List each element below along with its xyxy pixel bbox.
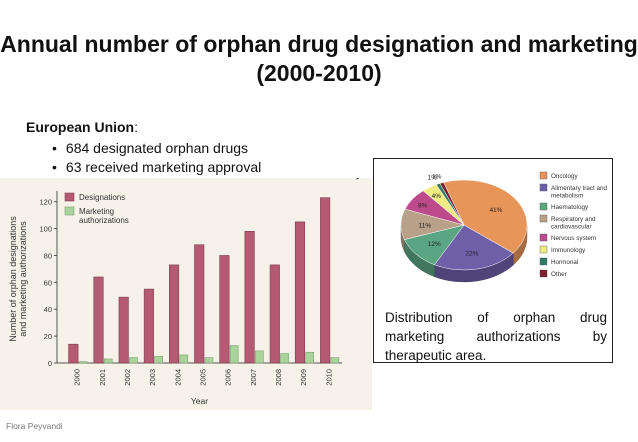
designation-bar-2010 xyxy=(320,197,331,364)
x-tick-label-2003: 2003 xyxy=(148,369,157,386)
authorization-bar-2008 xyxy=(280,353,289,364)
legend-label-authorizations: Marketing authorizations xyxy=(79,207,129,225)
x-tick-label-2006: 2006 xyxy=(224,369,233,386)
authorization-bar-2006 xyxy=(229,345,239,364)
pie-caption: Distribution of orphan drug marketing au… xyxy=(385,310,607,363)
pie-legend-swatch-3 xyxy=(539,202,548,211)
designation-bar-2009 xyxy=(294,221,306,364)
y-tick-label: 100 xyxy=(39,225,52,234)
pie-legend-label-2: Alimentary tract and metabolism xyxy=(551,185,607,200)
x-tick-label-2004: 2004 xyxy=(173,369,182,386)
pie-legend-swatch-5 xyxy=(539,233,548,242)
pie-legend-swatch-8 xyxy=(539,269,548,278)
designation-bar-2001 xyxy=(93,276,104,364)
x-tick-label-2005: 2005 xyxy=(199,369,208,386)
pie-slice-8 xyxy=(439,182,465,226)
legend-label-designations: Designations xyxy=(79,193,125,202)
authorization-bar-2001 xyxy=(103,358,113,364)
pie-label-8: 1% xyxy=(432,173,442,180)
pie-chart: 41% 22% 12% 11% 8% 4% 1%1% Oncology Alimentary t… xyxy=(400,171,607,283)
designation-bar-2005 xyxy=(194,244,205,364)
authorization-bar-2005 xyxy=(204,357,214,364)
pointer-arrow xyxy=(356,178,360,180)
y-tick-label: 120 xyxy=(39,198,52,207)
pie-label-7: 1% xyxy=(428,175,438,182)
pie-legend-swatch-4 xyxy=(539,214,548,223)
eu-bullet-approved: 63 received marketing approval xyxy=(52,158,261,177)
pie-legend-swatch-7 xyxy=(539,257,548,266)
pie-legend-label-1: Oncology xyxy=(551,173,578,180)
pie-legend-label-3: Haematology xyxy=(551,204,589,211)
x-tick-label-2001: 2001 xyxy=(98,369,107,386)
pie-slice-1 xyxy=(443,179,528,254)
designation-bar-2008 xyxy=(269,264,280,364)
y-tick-label: 40 xyxy=(44,305,52,314)
pie-legend-label-4: Respiratory and cardiovascular xyxy=(551,216,596,231)
legend-swatch-authorizations xyxy=(64,206,75,216)
eu-bullet-list: 684 designated orphan drugs 63 received … xyxy=(52,139,261,177)
eu-bullet-designated: 684 designated orphan drugs xyxy=(52,139,261,158)
authorization-bar-2002 xyxy=(129,357,138,364)
pie-chart-panel: 41% 22% 12% 11% 8% 4% 1% 1% Oncology Alimentary t… xyxy=(373,158,613,363)
designation-bar-2002 xyxy=(118,296,129,364)
slide-title: Annual number of orphan drug designation… xyxy=(0,31,638,86)
pie-legend-label-7: Hormonal xyxy=(551,259,578,266)
legend-swatch-designations xyxy=(64,192,75,202)
authorization-bar-2007 xyxy=(255,350,264,364)
bar-chart: 0 20 40 60 80 100 120 Number of orphan designat… xyxy=(0,178,372,410)
pie-slice-2 xyxy=(434,224,514,271)
author-credit: Flora Peyvandi xyxy=(6,421,63,431)
authorization-bar-2009 xyxy=(305,351,315,364)
designation-bar-2004 xyxy=(169,264,180,364)
pie-label-3: 12% xyxy=(428,241,441,248)
designation-bar-2000 xyxy=(68,343,79,364)
x-tick-label-2002: 2002 xyxy=(123,369,132,386)
y-axis-label: Number of orphan designationsand marketi… xyxy=(8,216,28,342)
pie-legend-swatch-6 xyxy=(539,245,548,254)
x-tick-label-2010: 2010 xyxy=(324,369,333,386)
pie-label-6: 4% xyxy=(432,193,442,200)
pie-legend-label-8: Other xyxy=(551,271,567,278)
eu-heading-label: European Union xyxy=(26,119,135,135)
designation-bar-2007 xyxy=(244,230,255,364)
x-tick-label-2007: 2007 xyxy=(249,369,258,386)
y-tick-label: 0 xyxy=(48,359,52,368)
authorization-bar-2000 xyxy=(78,361,88,364)
y-tick-label: 20 xyxy=(44,332,52,341)
y-tick-label: 60 xyxy=(44,278,52,287)
pie-legend-label-6: Immunology xyxy=(551,247,586,254)
pie-legend-label-5: Nervous system xyxy=(551,235,596,242)
pie-label-4: 11% xyxy=(419,223,432,230)
eu-heading: European Union: xyxy=(26,119,138,135)
pie-label-5: 8% xyxy=(418,202,428,209)
x-tick-label-2008: 2008 xyxy=(274,369,283,386)
pie-label-2: 22% xyxy=(465,250,478,257)
pie-legend-swatch-2 xyxy=(539,183,548,192)
x-tick-label-2000: 2000 xyxy=(73,369,82,386)
y-tick-label: 80 xyxy=(44,251,52,260)
authorization-bar-2010 xyxy=(330,357,340,364)
designation-bar-2003 xyxy=(143,288,154,364)
authorization-bar-2004 xyxy=(179,354,189,364)
designation-bar-2006 xyxy=(219,255,230,364)
x-axis-label: Year xyxy=(191,396,208,406)
chart-background xyxy=(0,178,372,410)
x-tick-label-2009: 2009 xyxy=(299,369,308,386)
authorization-bar-2003 xyxy=(154,355,163,364)
pie-label-1: 41% xyxy=(489,207,502,214)
eu-heading-colon: : xyxy=(134,119,139,135)
pie-legend-swatch-1 xyxy=(539,171,548,180)
